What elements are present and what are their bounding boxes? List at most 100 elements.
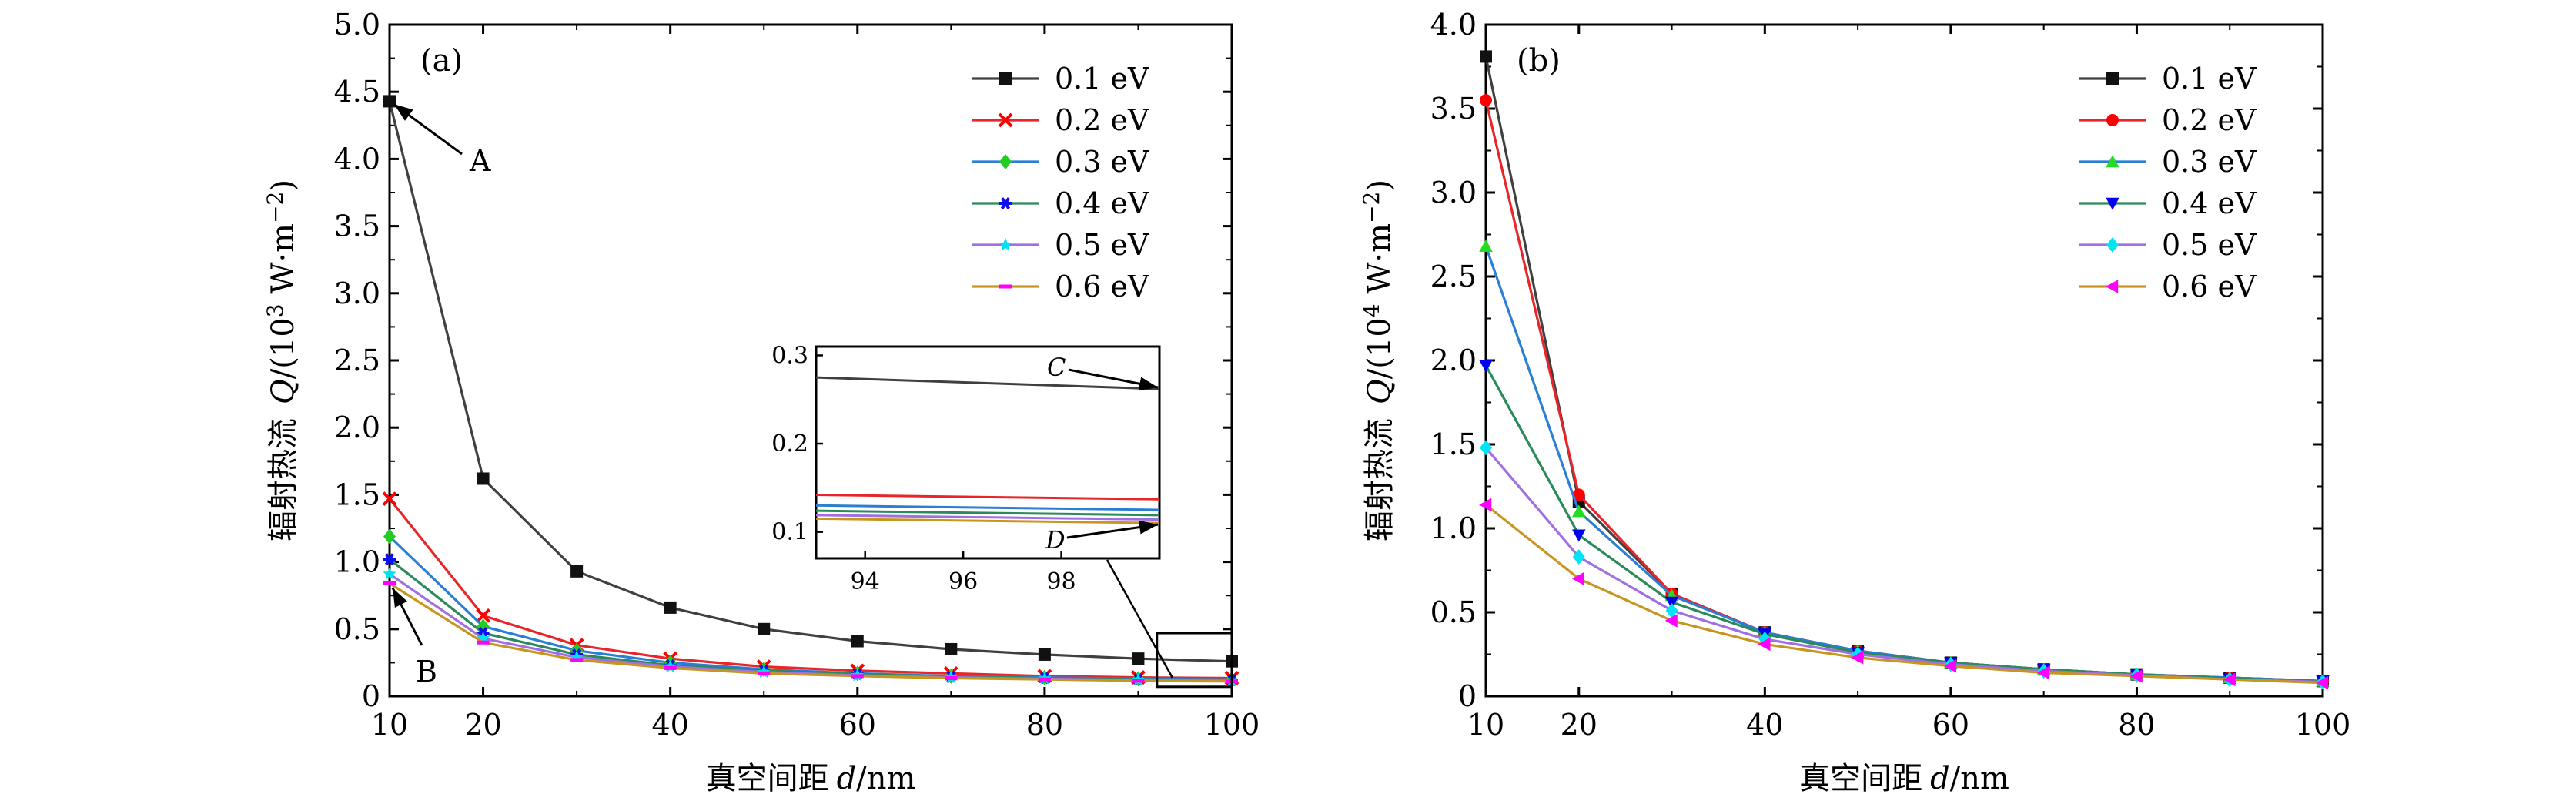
data-point	[758, 622, 771, 635]
y-axis-title-exp2: −2	[263, 192, 288, 223]
inset-x-tick-label: 94	[851, 568, 880, 595]
y-tick-label: 5.0	[334, 8, 380, 42]
data-point	[1571, 571, 1584, 586]
series-line	[389, 572, 1233, 682]
data-point	[383, 95, 396, 108]
y-tick-label: 1.0	[334, 545, 380, 579]
data-point	[1479, 360, 1493, 373]
legend-label: 0.1 eV	[2162, 62, 2257, 96]
inset-annotation-arrow-c-head	[1138, 377, 1158, 391]
data-point	[1664, 596, 1679, 609]
annotation-arrow-b-head	[393, 588, 407, 608]
series-0_1-eV	[383, 95, 1238, 668]
inset-series-line	[815, 509, 1160, 517]
data-point	[1944, 659, 1957, 673]
legend-label: 0.2 eV	[2162, 103, 2257, 137]
y-axis-title-unit: /(10	[1362, 317, 1397, 379]
x-axis-title: 真空间距 d/nm	[706, 761, 916, 796]
y-axis-title-close: )	[1362, 179, 1397, 192]
y-axis-title-close: )	[266, 179, 301, 192]
data-point	[1038, 677, 1051, 682]
inset-x-tick-label: 98	[1046, 568, 1076, 595]
y-tick-label: 2.5	[334, 344, 380, 377]
data-point	[1571, 504, 1586, 518]
x-tick-label: 10	[371, 708, 408, 742]
data-point	[2223, 672, 2236, 686]
y-axis-title-var: Q	[266, 379, 301, 404]
y-axis-title-unit-mid: W·m	[266, 223, 301, 303]
inset-x-tick-label: 96	[948, 568, 978, 595]
y-tick-label: 4.0	[1430, 8, 1477, 42]
data-point	[1758, 637, 1771, 652]
x-axis-title-var: d	[1930, 761, 1950, 796]
inset-annotation-arrow-d-head	[1138, 520, 1158, 535]
legend-marker	[2106, 197, 2119, 210]
legend-marker	[999, 72, 1012, 85]
series-line	[1484, 364, 2323, 682]
data-point	[1664, 614, 1678, 628]
x-axis-title-prefix: 真空间距	[706, 761, 829, 796]
inset-annotation-arrow-d	[1066, 520, 1159, 539]
y-tick-label: 0	[1458, 679, 1477, 713]
x-axis-title-var: d	[837, 761, 857, 796]
panel-label: (b)	[1517, 43, 1561, 79]
legend-label: 0.2 eV	[1055, 103, 1149, 137]
data-point	[664, 665, 677, 670]
data-point	[2316, 675, 2329, 690]
inset-series-line	[815, 494, 1160, 501]
y-tick-label: 4.5	[334, 75, 380, 109]
y-tick-label: 1.0	[1430, 511, 1477, 545]
x-tick-label: 10	[1467, 708, 1504, 742]
legend-label: 0.1 eV	[1055, 62, 1149, 96]
series-line	[1485, 504, 2323, 685]
data-point	[1480, 50, 1492, 63]
series-0_5-eV	[1480, 440, 2329, 690]
data-point	[1132, 679, 1145, 683]
y-axis-title-unit-mid: W·m	[1362, 223, 1397, 303]
zoom-connector	[1106, 559, 1173, 679]
data-point	[383, 553, 396, 565]
data-point	[383, 567, 396, 580]
legend-marker	[2106, 72, 2119, 85]
data-point	[476, 608, 490, 623]
legend-marker	[998, 112, 1013, 128]
y-axis-title: 辐射热流 Q/(104 W·m−2)	[1359, 179, 1397, 541]
series-line	[389, 582, 1233, 683]
series-0_6-eV	[1479, 498, 2329, 690]
data-point	[1480, 440, 1492, 456]
x-tick-label: 80	[2118, 708, 2155, 742]
x-tick-label: 80	[1026, 708, 1063, 742]
y-tick-label: 2.0	[1430, 344, 1477, 377]
data-point	[570, 650, 584, 663]
legend-marker	[999, 284, 1012, 289]
y-tick-label: 3.5	[334, 209, 380, 243]
legend-marker	[2106, 280, 2119, 293]
legend-label: 0.6 eV	[2162, 270, 2257, 303]
legend-marker	[2106, 155, 2119, 168]
legend-label: 0.4 eV	[2162, 186, 2257, 220]
legend-label: 0.5 eV	[2162, 228, 2257, 262]
series-line	[1484, 447, 2323, 684]
series-line	[1484, 246, 2323, 682]
data-point	[383, 581, 396, 586]
y-tick-label: 0.5	[1430, 595, 1477, 629]
legend-label: 0.3 eV	[2162, 145, 2257, 179]
data-point	[1038, 648, 1051, 661]
series-line	[388, 498, 1233, 680]
series-0_6-eV	[383, 581, 1238, 684]
x-tick-label: 20	[464, 708, 501, 742]
annotation-label-b: B	[416, 655, 437, 689]
annotation-arrow-b	[391, 587, 423, 646]
series-line	[388, 101, 1233, 663]
inset-chart: 0.1 0.2 0.3 94 96 98 C D	[771, 342, 1161, 595]
inset-series-line	[815, 504, 1160, 511]
y-tick-label: 4.0	[334, 142, 380, 176]
zoom-box	[1156, 632, 1233, 689]
x-tick-label: 60	[839, 708, 876, 742]
y-axis-title-prefix: 辐射热流	[266, 418, 301, 541]
legend: 0.1 eV 0.2 eV 0.3 eV 0.4 eV 0.5 eV 0.6 eV	[2079, 62, 2257, 303]
legend-marker	[2106, 114, 2119, 126]
y-axis-title-var: Q	[1362, 379, 1397, 404]
series-line	[389, 558, 1233, 682]
